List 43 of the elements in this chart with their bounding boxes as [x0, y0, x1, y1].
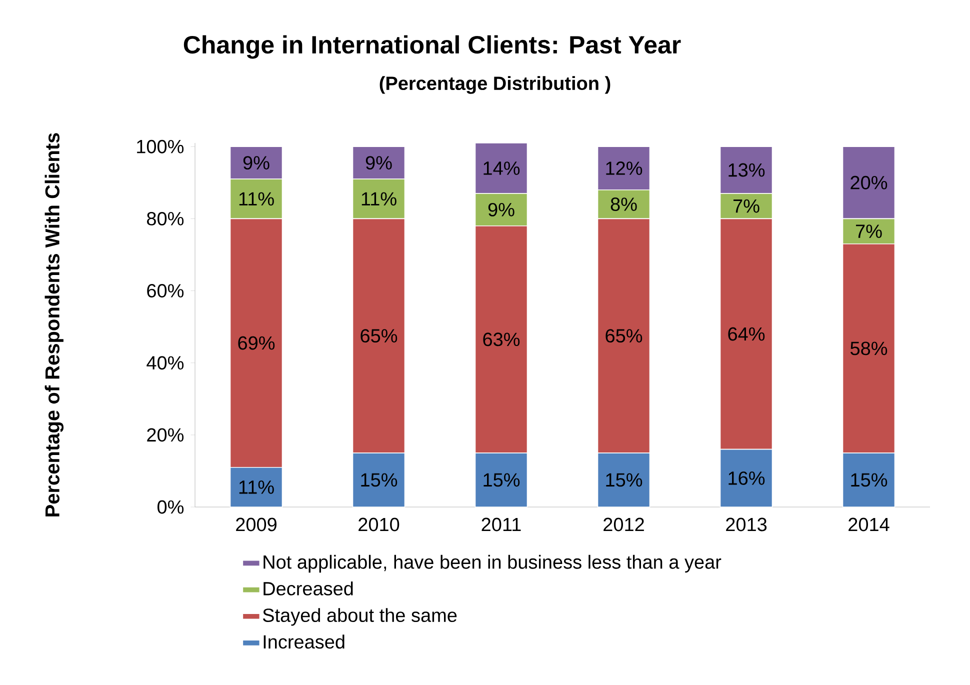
data-label: 64%: [728, 327, 765, 341]
data-label: 14%: [484, 162, 520, 175]
legend-label: Stayed about the same: [262, 608, 457, 626]
data-label: 20%: [850, 176, 888, 190]
legend-label: Decreased: [264, 581, 353, 596]
data-label: 11%: [239, 192, 274, 206]
chart-title: Change in International Clients: Past Year: [184, 35, 681, 59]
data-label: 15%: [851, 473, 888, 487]
data-label: 65%: [606, 329, 642, 343]
data-label: 9%: [243, 156, 270, 170]
data-label: 65%: [360, 329, 398, 343]
x-tick-label: 2011: [482, 518, 521, 532]
data-label: 9%: [366, 156, 392, 170]
data-label: 12%: [606, 162, 642, 175]
data-label: 58%: [850, 342, 888, 356]
y-tick-label: 60%: [147, 284, 184, 298]
data-label: 9%: [488, 202, 514, 216]
data-label: 7%: [733, 199, 760, 213]
chart-subtitle: (Percentage Distribution ): [380, 76, 610, 94]
data-label: 13%: [728, 163, 765, 177]
legend-label: Not applicable, have been in business less than a year: [264, 554, 722, 573]
y-tick-label: 0%: [158, 500, 184, 514]
y-tick-label: 20%: [147, 428, 184, 442]
data-label: 7%: [856, 224, 882, 238]
data-label: 16%: [728, 471, 765, 485]
data-label: 15%: [361, 473, 398, 487]
data-label: 15%: [606, 473, 642, 487]
data-label: 63%: [483, 332, 520, 346]
data-label: 15%: [484, 473, 520, 487]
x-tick-label: 2009: [236, 518, 276, 532]
y-axis-title: Percentage of Respondents With Clients: [44, 133, 64, 516]
legend-label: Increased: [264, 634, 344, 649]
x-tick-label: 2010: [358, 518, 400, 532]
x-tick-label: 2014: [848, 518, 890, 532]
y-tick-label: 80%: [147, 212, 184, 226]
data-label: 11%: [362, 192, 396, 206]
x-tick-label: 2013: [726, 518, 767, 532]
data-label: 69%: [238, 336, 275, 350]
data-label: 8%: [610, 198, 637, 211]
y-tick-label: 100%: [137, 140, 184, 154]
data-label: 11%: [239, 480, 274, 494]
x-tick-label: 2012: [604, 518, 644, 532]
y-tick-label: 40%: [146, 356, 184, 370]
